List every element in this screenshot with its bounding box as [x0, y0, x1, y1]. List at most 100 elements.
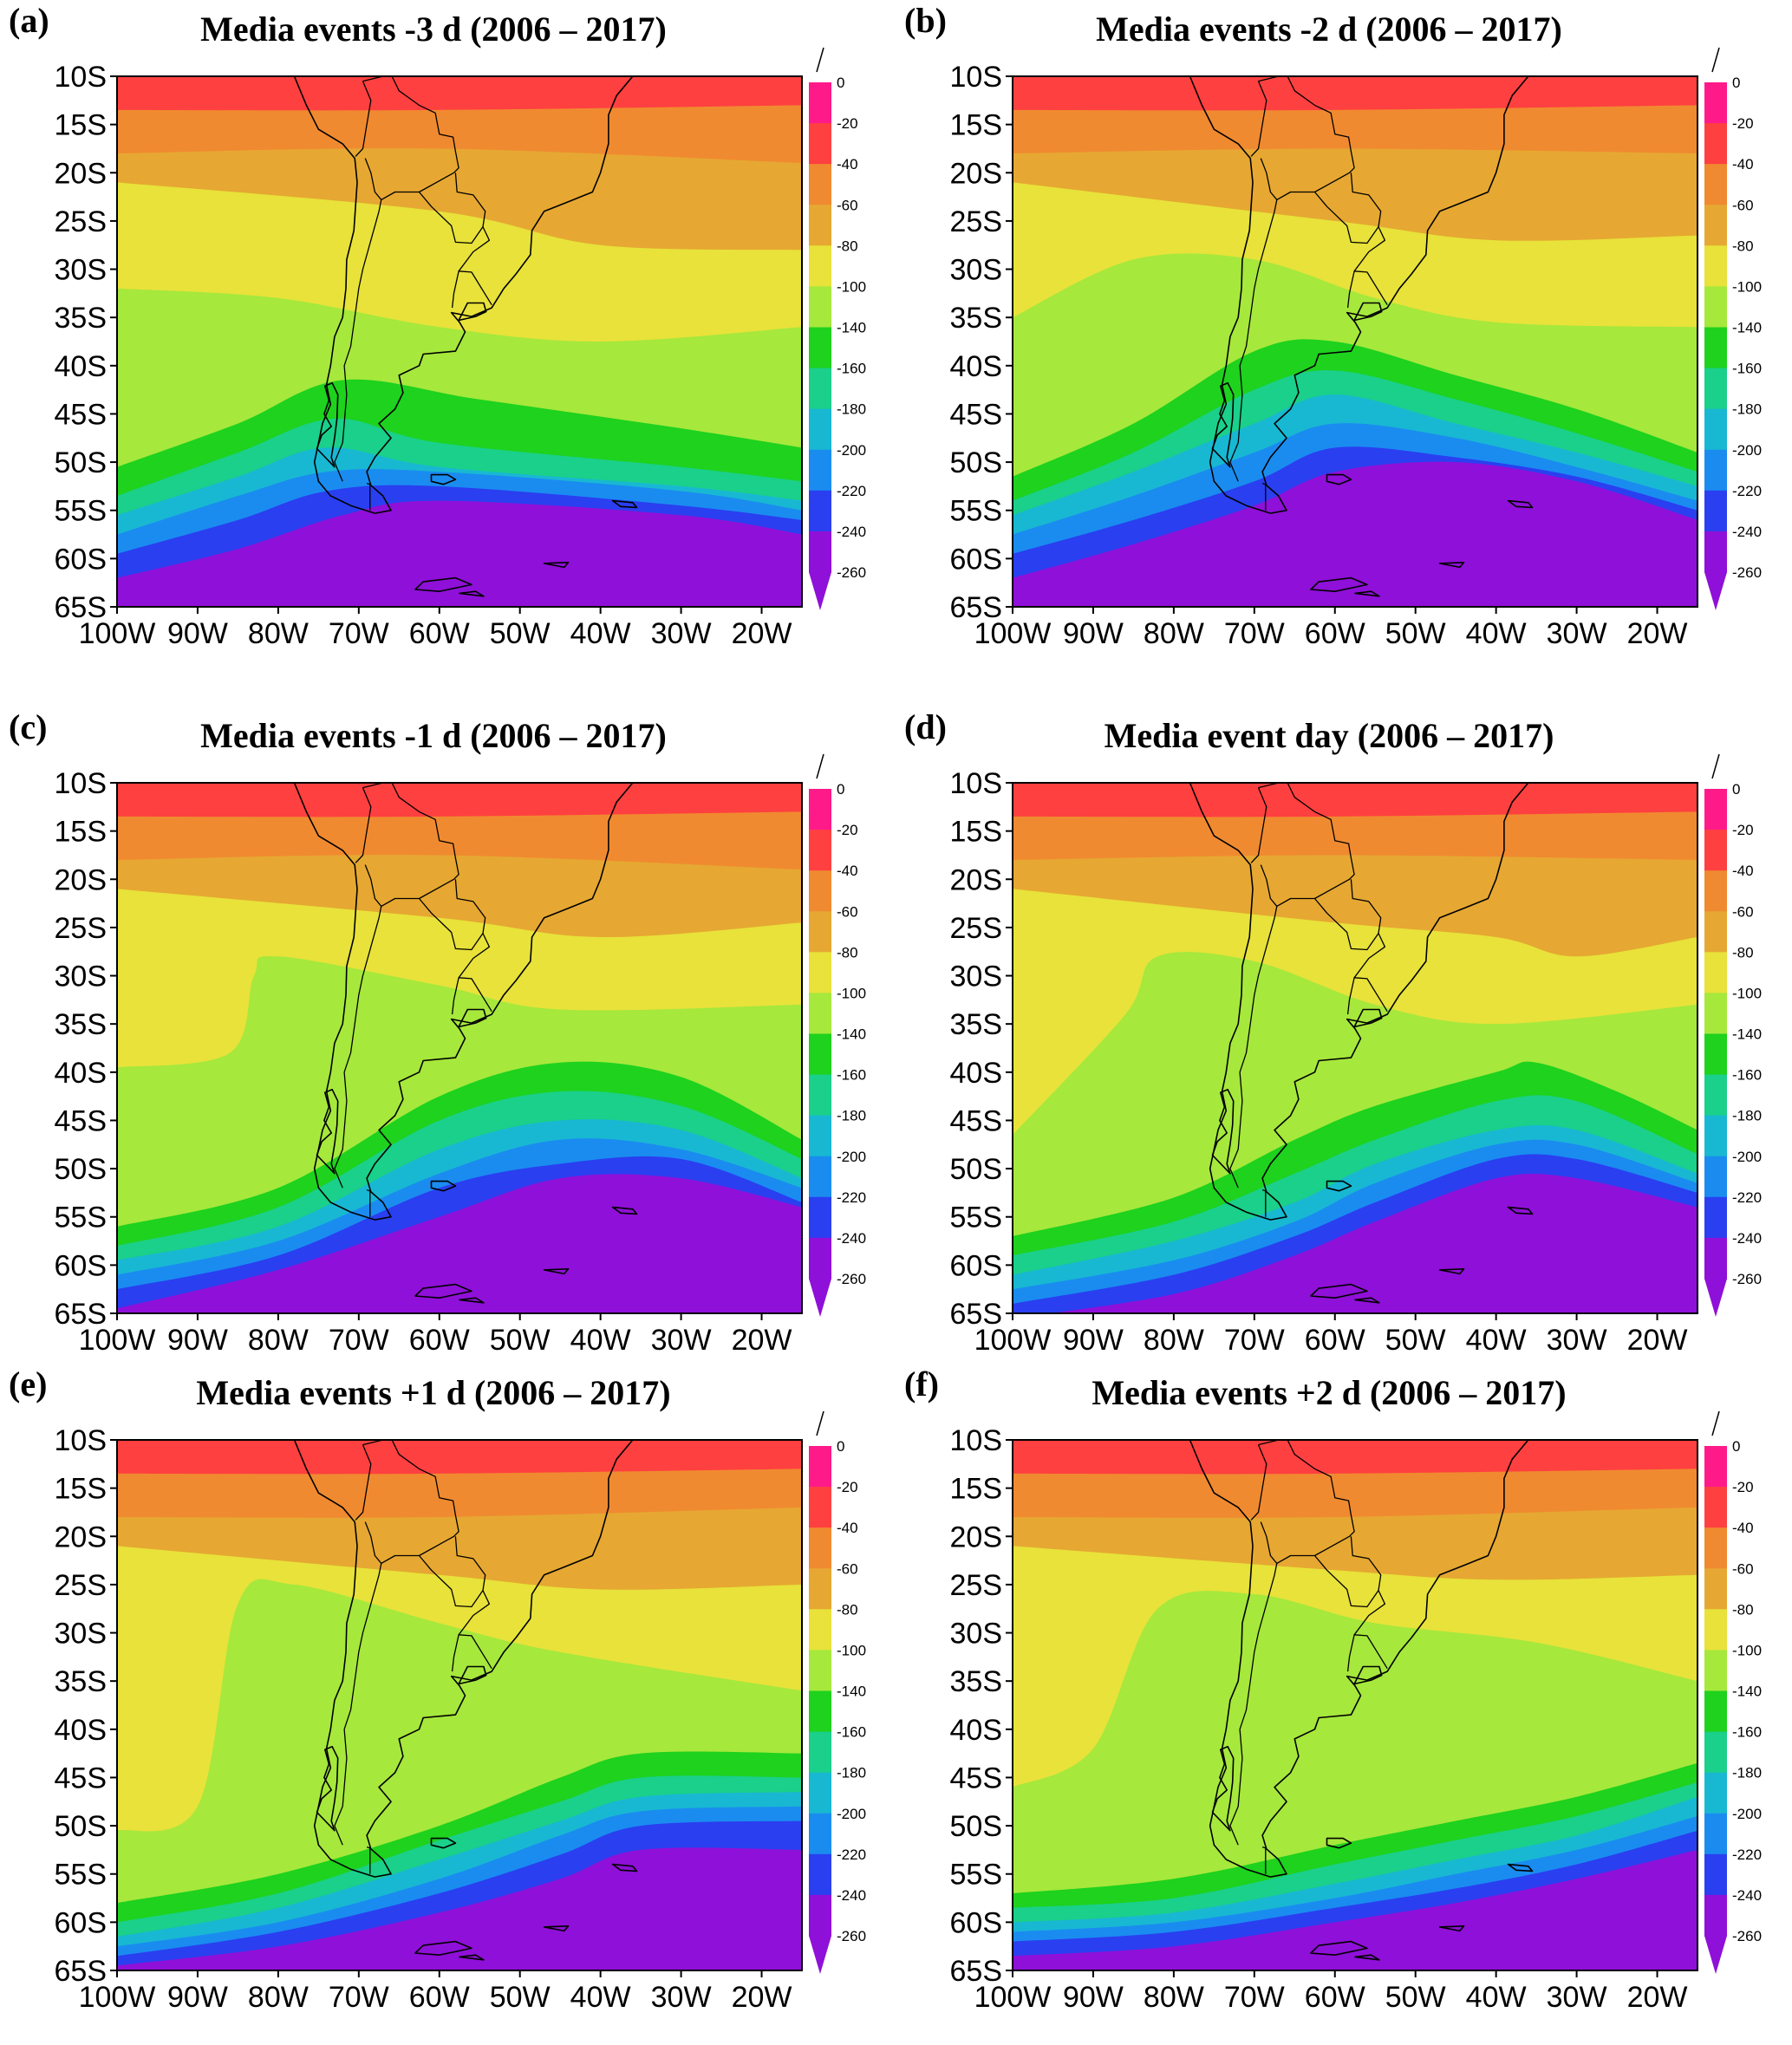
contour-band: [1048, 1174, 1698, 1313]
country-border: [1258, 783, 1355, 900]
colorbar-label: -240: [837, 1230, 866, 1247]
lat-label: 20S: [950, 157, 1003, 190]
lon-label: 60W: [1305, 1324, 1365, 1357]
colorbar-swatch: [1704, 82, 1727, 124]
colorbar-label: -60: [837, 197, 858, 213]
lon-label: 20W: [1627, 1981, 1688, 2014]
lat-label: 25S: [950, 1569, 1003, 1602]
country-border: [355, 787, 372, 863]
colorbar-label: -60: [1732, 1560, 1754, 1577]
country-border: [381, 897, 484, 951]
colorbar-swatch: [1704, 1609, 1727, 1651]
colorbar-swatch: [809, 1033, 831, 1076]
colorbar-swatch: [1704, 164, 1727, 205]
lon-label: 80W: [1144, 1324, 1204, 1357]
colorbar-label: -140: [1732, 320, 1762, 336]
colorbar-swatch: [1704, 1527, 1727, 1569]
colorbar-swatch: [809, 1487, 831, 1528]
colorbar-label: -260: [837, 1928, 866, 1944]
colorbar-swatch: [1704, 1487, 1727, 1528]
map-panel: (e) Media events +1 d (2006 – 2017) 10S 15S…: [0, 1364, 896, 2045]
country-border: [1353, 1590, 1388, 1670]
panel-title: Media events -1 d (2006 – 2017): [200, 716, 667, 755]
country-border: [1346, 270, 1355, 309]
panel-label: (d): [904, 707, 947, 746]
map-panel: (a) Media events -3 d (2006 – 2017) 10S 15S…: [0, 0, 896, 681]
lon-label: 50W: [1385, 1981, 1446, 2014]
colorbar-swatch: [809, 123, 831, 165]
colorbar-label: -240: [1732, 1887, 1762, 1904]
colorbar-label: -80: [1732, 238, 1754, 254]
colorbar-swatch: [809, 1650, 831, 1692]
colorbar-swatch: [1704, 245, 1727, 287]
island-outline: [316, 1089, 339, 1175]
colorbar-swatch: [809, 993, 831, 1035]
country-border: [1261, 1846, 1267, 1874]
lat-label: 20S: [950, 863, 1003, 896]
colorbar-label: -100: [837, 1642, 866, 1658]
lat-label: 20S: [55, 863, 108, 896]
lon-label: 60W: [409, 1324, 470, 1357]
colorbar-label: -40: [837, 156, 858, 173]
colorbar-label: -80: [837, 238, 858, 254]
colorbar-swatch: [1704, 870, 1727, 912]
lat-label: 55S: [55, 495, 108, 528]
country-border: [1350, 173, 1382, 227]
lon-label: 20W: [1627, 1324, 1688, 1357]
colorbar-swatch: [809, 789, 831, 830]
map-panel: (f) Media events +2 d (2006 – 2017) 10S 15S…: [896, 1364, 1791, 2045]
map-frame: [116, 782, 803, 1314]
lat-label: 10S: [55, 767, 108, 800]
lat-label: 25S: [950, 205, 1003, 238]
colorbar-label: -220: [837, 483, 866, 499]
colorbar-swatch: [1704, 449, 1727, 492]
colorbar-swatch: [1704, 286, 1727, 329]
lon-label: 70W: [1224, 1324, 1285, 1357]
lat-label: 55S: [55, 1859, 108, 1892]
colorbar-extension: [809, 572, 831, 610]
colorbar-swatch: [809, 1115, 831, 1157]
country-border: [1261, 482, 1267, 511]
lon-label: 70W: [1224, 1981, 1285, 2014]
panel-label: (a): [9, 1, 49, 40]
colorbar-swatch: [809, 82, 831, 124]
island-outline: [1507, 1863, 1534, 1872]
lon-label: 90W: [1063, 1324, 1124, 1357]
country-border: [1250, 787, 1267, 863]
country-border: [366, 482, 371, 511]
lon-label: 40W: [1466, 1324, 1527, 1357]
lat-label: 40S: [55, 350, 108, 383]
map-panel: (d) Media event day (2006 – 2017) 10S 15S 20…: [896, 707, 1791, 1388]
colorbar-swatch: [809, 1690, 831, 1733]
country-border: [362, 783, 459, 900]
island-outline: [611, 1863, 638, 1872]
lat-label: 30S: [55, 254, 108, 287]
colorbar-swatch: [809, 1196, 831, 1239]
colorbar-label: -200: [1732, 1806, 1762, 1822]
island-outline: [1507, 1206, 1534, 1215]
colorbar-swatch: [809, 870, 831, 912]
lon-label: 60W: [409, 1981, 470, 2014]
lat-label: 40S: [950, 1714, 1003, 1747]
lat-label: 30S: [950, 961, 1003, 993]
colorbar-swatch: [1704, 368, 1727, 410]
lat-label: 45S: [950, 398, 1003, 431]
colorbar-label: 0: [837, 1438, 844, 1455]
lat-label: 65S: [950, 1955, 1003, 1988]
lon-label: 90W: [167, 617, 228, 650]
colorbar-label: -160: [1732, 1724, 1762, 1741]
colorbar-swatch: [809, 408, 831, 451]
colorbar-label: -40: [837, 863, 858, 879]
island-outline: [430, 1837, 457, 1849]
island-outline: [1310, 1283, 1368, 1299]
lat-label: 45S: [55, 398, 108, 431]
island-outline: [543, 1268, 570, 1275]
colorbar-label: -40: [837, 1520, 858, 1536]
lat-label: 50S: [950, 1153, 1003, 1186]
lat-label: 40S: [55, 1057, 108, 1090]
lat-label: 30S: [55, 1618, 108, 1651]
colorbar-label: -220: [1732, 483, 1762, 499]
lon-label: 60W: [1305, 617, 1365, 650]
map-canvas: 10S 15S 20S 25S 30S 35S 40S 45S 50S 55S 60S 65S100W…: [950, 1410, 1762, 2014]
lon-label: 20W: [1627, 617, 1688, 650]
